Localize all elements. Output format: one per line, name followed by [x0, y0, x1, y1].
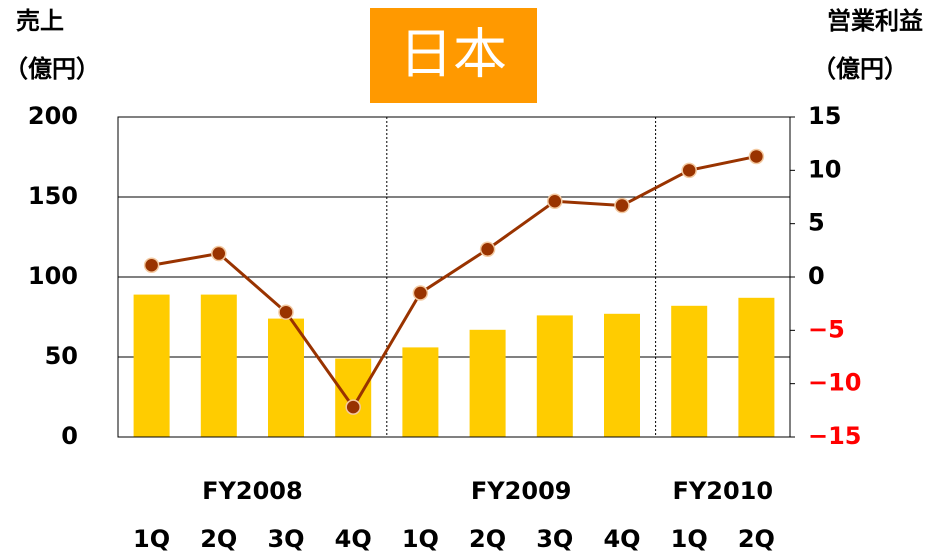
x-tick-label: 1Q: [133, 525, 170, 553]
y-axis-label: 売上: [16, 7, 64, 35]
line-marker: [345, 399, 361, 415]
line-marker: [211, 245, 227, 262]
line-marker: [681, 162, 697, 179]
y2-tick-label: 0: [808, 262, 825, 290]
x-tick-label: 4Q: [603, 525, 640, 553]
bar: [335, 358, 372, 437]
bar: [536, 315, 573, 437]
y2-tick-label: 5: [808, 209, 825, 237]
group-label: FY2010: [673, 477, 774, 505]
line: [151, 154, 757, 410]
x-tick-label: 2Q: [738, 525, 775, 553]
y2-tick-label: −10: [808, 369, 862, 397]
x-tick-label: 4Q: [335, 525, 372, 553]
y-tick-label: 0: [61, 422, 78, 450]
y2-tick-label: −5: [808, 315, 845, 343]
line-marker: [278, 304, 294, 320]
line-marker: [748, 148, 765, 165]
x-tick-label: 3Q: [267, 525, 304, 553]
y-tick-label: 100: [28, 262, 78, 290]
bar: [469, 329, 506, 437]
line-marker: [614, 197, 630, 214]
bar: [402, 347, 439, 437]
y-tick-label: 150: [28, 182, 78, 210]
y2-axis-label: 営業利益: [827, 7, 923, 35]
bar: [671, 305, 708, 437]
line-marker: [143, 257, 160, 274]
bar: [604, 313, 640, 437]
y-axis-label: （億円）: [4, 55, 100, 83]
y-tick-label: 50: [45, 342, 78, 370]
chart-title: 日本: [399, 23, 507, 86]
group-label: FY2009: [471, 477, 572, 505]
y2-tick-label: −15: [808, 422, 862, 450]
x-tick-label: 1Q: [402, 525, 439, 553]
y2-axis-label: （億円）: [812, 55, 908, 83]
y2-tick-label: 15: [808, 102, 841, 130]
bar: [133, 294, 170, 437]
x-tick-label: 2Q: [200, 525, 237, 553]
group-label: FY2008: [202, 477, 303, 505]
plot-border: [117, 116, 791, 438]
bar: [738, 297, 775, 437]
line-marker: [412, 285, 429, 301]
y2-tick-label: 10: [808, 155, 841, 183]
bar: [200, 294, 237, 437]
x-tick-label: 2Q: [469, 525, 506, 553]
bar: [268, 318, 304, 437]
line-marker: [547, 193, 563, 210]
x-tick-label: 1Q: [671, 525, 708, 553]
x-tick-label: 3Q: [536, 525, 573, 553]
y-tick-label: 200: [28, 102, 78, 130]
title-background: [370, 8, 537, 103]
line-marker: [479, 241, 496, 258]
